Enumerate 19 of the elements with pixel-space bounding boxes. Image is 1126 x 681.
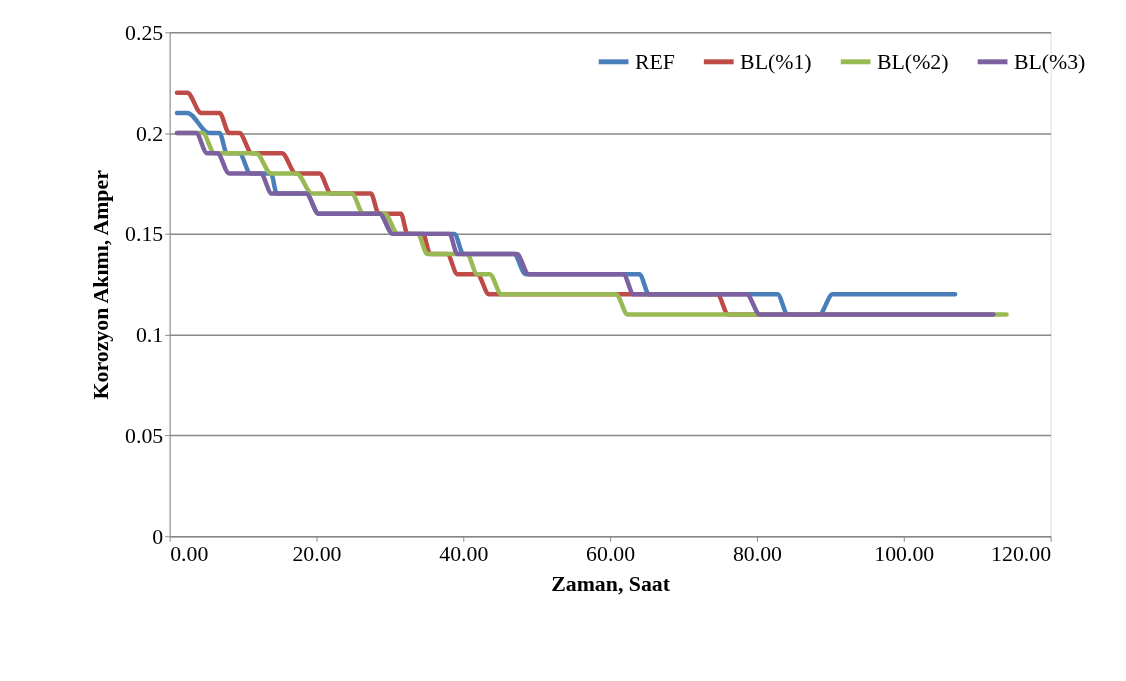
legend-label: BL(%2) — [876, 49, 949, 74]
x-tick-label: 80.00 — [732, 541, 783, 566]
legend-label: BL(%1) — [740, 49, 812, 74]
x-tick-label: 0.00 — [170, 541, 209, 566]
y-tick-label: 0.05 — [125, 423, 164, 448]
x-axis-title: Zaman, Saat — [551, 572, 671, 597]
y-tick-label: 0.1 — [135, 323, 164, 348]
y-tick-label: 0.25 — [125, 20, 164, 45]
x-tick-label: 40.00 — [439, 541, 489, 566]
x-tick-label: 20.00 — [292, 541, 342, 566]
y-tick-label: 0 — [152, 524, 164, 549]
x-tick-label: 60.00 — [586, 541, 636, 566]
legend-label: REF — [634, 49, 675, 74]
y-tick-label: 0.15 — [125, 222, 164, 247]
legend-label: BL(%3) — [1013, 49, 1086, 74]
x-tick-label: 120.00 — [991, 541, 1052, 566]
y-axis-title: Korozyon Akımı, Amper — [89, 169, 114, 400]
y-tick-label: 0.2 — [135, 121, 164, 146]
x-tick-label: 100.00 — [874, 541, 935, 566]
